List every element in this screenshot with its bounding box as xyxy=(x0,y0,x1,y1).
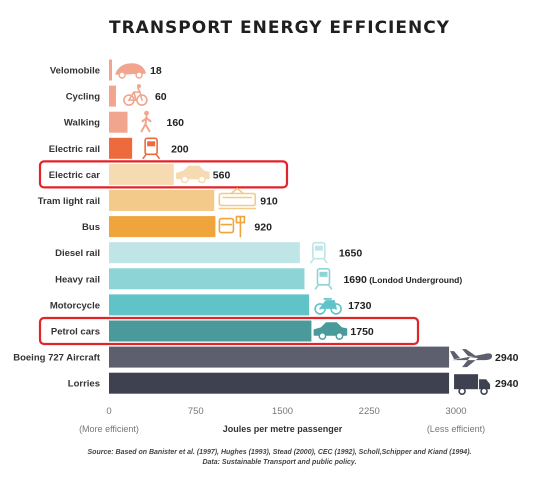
category-label-bus: Bus xyxy=(82,222,100,233)
value-label-heavy-rail: 1690 (Londod Underground) xyxy=(343,274,462,286)
walking-person-icon xyxy=(140,110,152,133)
car-icon xyxy=(175,165,210,184)
value-label-electric-rail: 200 xyxy=(171,143,189,155)
value-label-tram-light-rail: 910 xyxy=(260,196,278,208)
source-citation: Source: Based on Banister et al. (1997),… xyxy=(87,449,472,456)
train-icon xyxy=(142,137,160,160)
bar-tram-light-rail xyxy=(109,190,215,211)
category-label-electric-rail: Electric rail xyxy=(49,144,100,155)
value-label-petrol-cars: 1750 xyxy=(350,326,374,338)
category-label-electric-car: Electric car xyxy=(49,170,101,181)
category-label-boeing-727-aircraft: Boeing 727 Aircraft xyxy=(13,353,101,364)
bar-motorcycle xyxy=(109,294,310,316)
category-label-petrol-cars: Petrol cars xyxy=(51,327,100,338)
truck-icon xyxy=(454,374,491,396)
value-label-motorcycle: 1730 xyxy=(348,300,372,312)
bar-electric-car xyxy=(109,163,174,185)
bar-boeing-727-aircraft xyxy=(109,346,450,368)
value-note-heavy-rail: (Londod Underground) xyxy=(367,275,463,285)
value-label-walking: 160 xyxy=(167,117,185,129)
x-tick-label-750: 750 xyxy=(188,406,204,417)
source-data-note: Data: Sustainable Transport and public p… xyxy=(202,459,357,466)
motorcycle-icon xyxy=(314,298,342,315)
x-tick-label-3000: 3000 xyxy=(445,406,466,417)
bar-heavy-rail xyxy=(109,268,305,290)
x-tick-label-0: 0 xyxy=(106,406,111,417)
value-label-cycling: 60 xyxy=(155,91,167,103)
category-label-tram-light-rail: Tram light rail xyxy=(38,196,100,207)
tram-icon xyxy=(218,187,257,210)
category-label-cycling: Cycling xyxy=(66,92,101,103)
value-label-lorries: 2940 xyxy=(495,378,519,390)
x-tick-label-2250: 2250 xyxy=(359,406,380,417)
bar-walking xyxy=(109,111,128,133)
velomobile-icon xyxy=(115,63,146,79)
category-label-walking: Walking xyxy=(64,118,100,129)
value-label-bus: 920 xyxy=(254,222,272,234)
bar-velomobile xyxy=(109,59,112,81)
bar-diesel-rail xyxy=(109,242,300,264)
bar-petrol-cars xyxy=(109,320,312,342)
highlight-box-petrol-cars xyxy=(38,316,420,346)
highlight-box-electric-car xyxy=(38,160,289,189)
chart-title: TRANSPORT ENERGY EFFICIENCY xyxy=(108,18,450,38)
value-label-velomobile: 18 xyxy=(150,65,162,77)
category-label-motorcycle: Motorcycle xyxy=(50,300,100,311)
bar-bus xyxy=(109,216,216,238)
category-label-diesel-rail: Diesel rail xyxy=(55,248,100,259)
category-label-velomobile: Velomobile xyxy=(50,66,100,77)
more-efficient-label: (More efficient) xyxy=(79,424,139,434)
bicycle-icon xyxy=(123,84,148,106)
value-label-diesel-rail: 1650 xyxy=(339,248,363,260)
train-icon xyxy=(310,241,328,264)
bar-lorries xyxy=(109,372,450,394)
airplane-icon xyxy=(450,349,493,368)
value-label-boeing-727-aircraft: 2940 xyxy=(495,352,519,364)
bus-stop-icon xyxy=(218,215,246,238)
car-icon xyxy=(313,322,348,340)
category-label-lorries: Lorries xyxy=(68,379,100,390)
x-tick-label-1500: 1500 xyxy=(272,406,293,417)
less-efficient-label: (Less efficient) xyxy=(427,424,485,434)
bar-cycling xyxy=(109,85,116,107)
category-label-heavy-rail: Heavy rail xyxy=(55,274,100,285)
value-label-electric-car: 560 xyxy=(213,169,231,181)
x-axis-title: Joules per metre passenger xyxy=(223,424,343,434)
train-icon xyxy=(314,267,333,290)
bar-electric-rail xyxy=(109,137,133,159)
